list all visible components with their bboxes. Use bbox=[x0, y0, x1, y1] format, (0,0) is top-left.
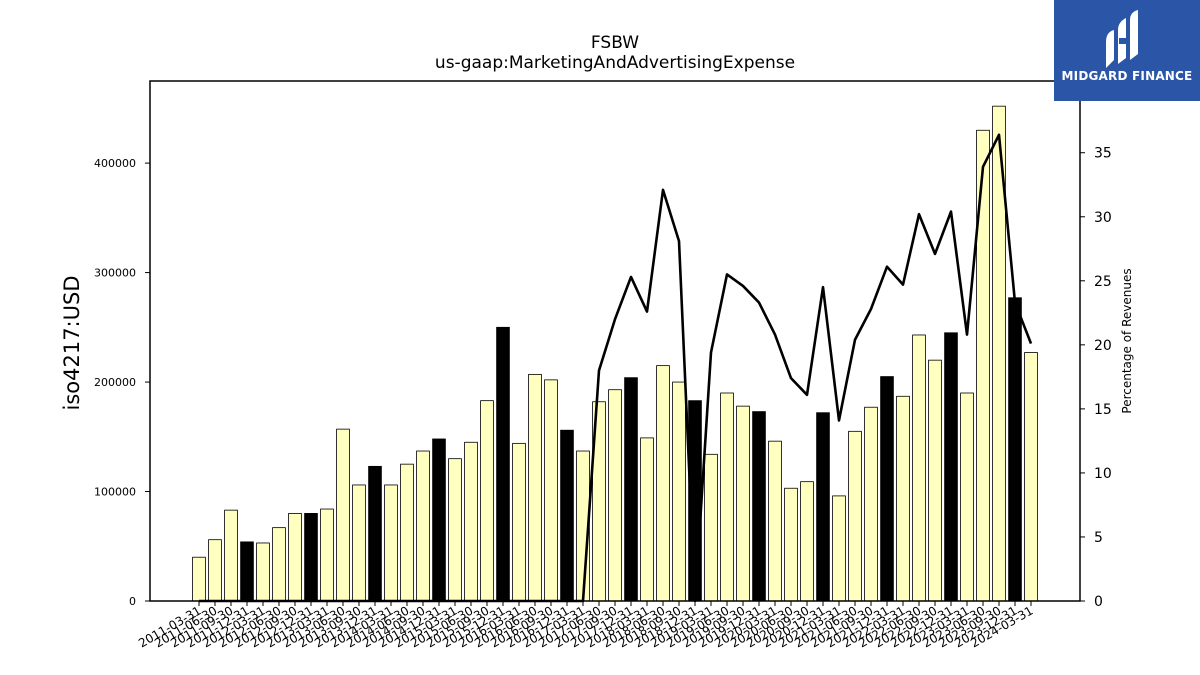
y-tick-label: 200000 bbox=[94, 376, 136, 389]
bar-2012-06-30 bbox=[272, 527, 286, 602]
bar-2020-03-31 bbox=[768, 440, 782, 602]
bar-2011-09-30 bbox=[224, 509, 238, 602]
chart-title: FSBW bbox=[590, 33, 640, 53]
bar-2022-12-31 bbox=[944, 332, 958, 602]
bar-2019-06-30 bbox=[720, 392, 734, 602]
y2-tick-label: 5 bbox=[1094, 530, 1103, 546]
y-tick-label: 100000 bbox=[94, 486, 136, 499]
bar-2013-03-31 bbox=[320, 508, 334, 602]
y-tick-label: 0 bbox=[129, 595, 136, 608]
bar-2011-12-31 bbox=[240, 541, 254, 602]
y-axis-right: 0 5 10 15 20 25 30 35 bbox=[1080, 146, 1112, 610]
bar-2019-03-31 bbox=[704, 453, 718, 602]
bar-2016-06-30 bbox=[528, 373, 542, 602]
bar-2021-03-31 bbox=[832, 495, 846, 602]
logo-mark-icon bbox=[1106, 10, 1138, 68]
logo-text: MIDGARD FINANCE bbox=[1061, 69, 1193, 83]
y-axis-left: 0 100000 200000 300000 400000 bbox=[94, 157, 150, 608]
x-axis: 2011-03-312011-06-302011-09-302011-12-31… bbox=[136, 601, 1036, 650]
y-axis-label: iso4217:USD bbox=[60, 275, 84, 411]
bar-2013-09-30 bbox=[352, 484, 366, 602]
bar-2020-06-30 bbox=[784, 487, 798, 602]
bar-2011-06-30 bbox=[208, 539, 222, 602]
bar-2020-12-31 bbox=[816, 412, 830, 602]
bar-2015-12-31 bbox=[496, 326, 510, 602]
bar-2016-09-30 bbox=[544, 379, 558, 602]
bar-2022-09-30 bbox=[928, 359, 942, 602]
y2-tick-label: 30 bbox=[1094, 210, 1112, 226]
bar-2013-06-30 bbox=[336, 428, 350, 602]
y2-tick-label: 15 bbox=[1094, 402, 1112, 418]
bar-2017-12-31 bbox=[624, 377, 638, 602]
bar-2014-03-31 bbox=[384, 484, 398, 602]
bar-2019-12-31 bbox=[752, 411, 766, 602]
bar-2024-03-31 bbox=[1024, 352, 1038, 602]
bar-2022-06-30 bbox=[912, 334, 926, 602]
y2-axis-label: Percentage of Revenues bbox=[1120, 268, 1134, 414]
y2-tick-label: 35 bbox=[1094, 146, 1112, 162]
y2-tick-label: 20 bbox=[1094, 338, 1112, 354]
bar-2016-12-31 bbox=[560, 429, 574, 602]
bar-2021-06-30 bbox=[848, 430, 862, 602]
bar-2020-09-30 bbox=[800, 481, 814, 602]
bar-2018-06-30 bbox=[656, 365, 670, 602]
bar-2015-06-30 bbox=[464, 441, 478, 602]
bar-2023-03-31 bbox=[960, 392, 974, 602]
bar-2014-09-30 bbox=[416, 450, 430, 602]
bar-2016-03-31 bbox=[512, 442, 526, 602]
bar-2013-12-31 bbox=[368, 465, 382, 602]
chart-subtitle: us-gaap:MarketingAndAdvertisingExpense bbox=[434, 53, 796, 73]
y2-tick-label: 10 bbox=[1094, 466, 1112, 482]
bar-2018-03-31 bbox=[640, 437, 654, 602]
bar-2012-03-31 bbox=[256, 542, 270, 602]
bar-2019-09-30 bbox=[736, 405, 750, 602]
bar-2012-09-30 bbox=[288, 513, 302, 602]
bar-2014-06-30 bbox=[400, 463, 414, 602]
bar-2014-12-31 bbox=[432, 438, 446, 602]
y2-tick-label: 0 bbox=[1094, 594, 1103, 610]
y-tick-label: 300000 bbox=[94, 267, 136, 280]
bar-2012-12-31 bbox=[304, 513, 318, 602]
bar-2023-12-31 bbox=[1008, 297, 1022, 602]
bar-2018-09-30 bbox=[672, 381, 686, 602]
y2-tick-label: 25 bbox=[1094, 274, 1112, 290]
bar-2015-03-31 bbox=[448, 458, 462, 602]
logo: MIDGARD FINANCE bbox=[1054, 0, 1200, 101]
y-tick-label: 400000 bbox=[94, 157, 136, 170]
bar-series bbox=[192, 105, 1038, 602]
bar-2011-03-31 bbox=[192, 556, 206, 602]
bar-2021-09-30 bbox=[864, 406, 878, 602]
bar-2017-09-30 bbox=[608, 389, 622, 602]
bar-2021-12-31 bbox=[880, 376, 894, 602]
bar-2022-03-31 bbox=[896, 395, 910, 602]
bar-2015-09-30 bbox=[480, 400, 494, 602]
